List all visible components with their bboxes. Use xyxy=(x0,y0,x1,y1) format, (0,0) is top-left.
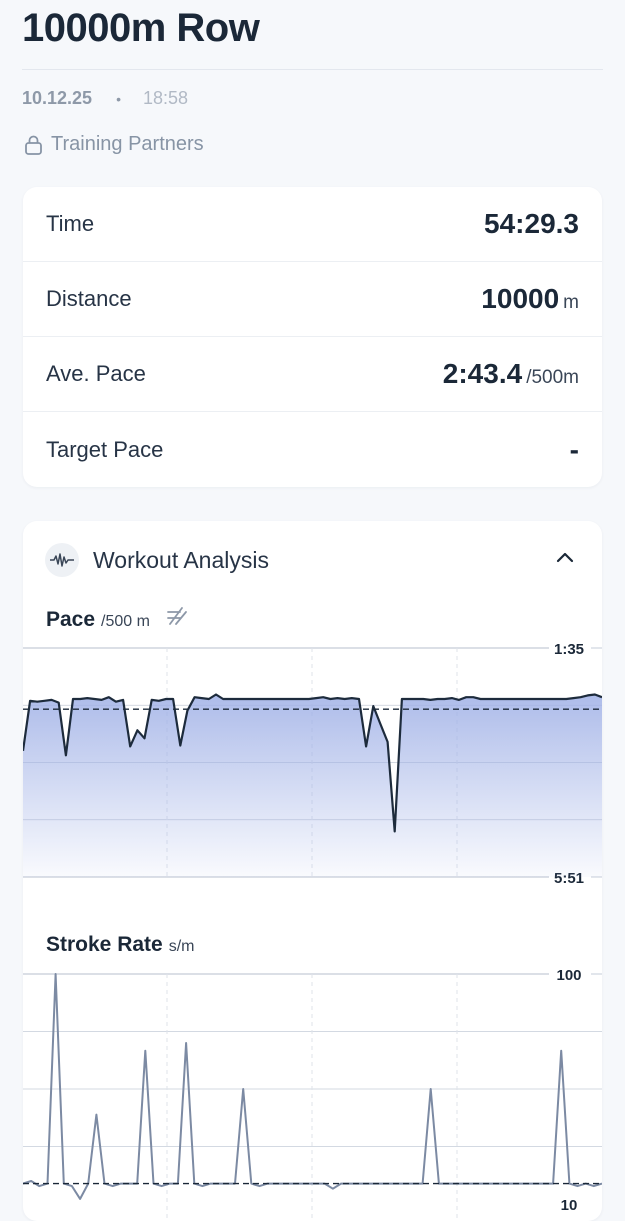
stat-label: Ave. Pace xyxy=(46,361,146,386)
stat-row-distance: Distance 10000 m xyxy=(23,262,602,337)
stat-label: Target Pace xyxy=(46,436,164,462)
stats-card: Time 54:29.3 Distance 10000 m Ave. Pace 2… xyxy=(23,187,602,487)
stat-row-target-pace: Target Pace - xyxy=(23,412,602,487)
pace-area xyxy=(23,694,602,877)
visibility-label: Training Partners xyxy=(51,133,204,155)
pace-unit: /500m xyxy=(526,367,579,388)
stroke-rate-title-text: Stroke Rate xyxy=(46,933,163,956)
chevron-up-icon[interactable] xyxy=(556,551,574,563)
lock-icon xyxy=(25,135,42,155)
stat-value: 2:43.4/500m xyxy=(443,358,579,390)
stat-value: - xyxy=(569,433,579,465)
workout-analysis-card: 1:35 5:51 100 10 Workout Analysis Pace /500… xyxy=(23,521,602,1221)
split-toggle-icon[interactable] xyxy=(166,606,188,626)
pace-title-text: Pace xyxy=(46,608,96,631)
analysis-title: Workout Analysis xyxy=(93,546,269,573)
pace-chart-title: Pace /500 m xyxy=(46,606,188,632)
stroke-rate-axis-top-label: 100 xyxy=(556,967,581,984)
distance-unit: m xyxy=(563,292,579,313)
pace-value: 2:43.4 xyxy=(442,358,523,389)
workout-time: 18:58 xyxy=(142,88,189,108)
stat-row-time: Time 54:29.3 xyxy=(23,187,602,262)
distance-value: 10000 xyxy=(481,283,560,314)
header-divider xyxy=(22,69,603,70)
waveform-icon xyxy=(45,543,79,577)
stat-row-pace: Ave. Pace 2:43.4/500m xyxy=(23,337,602,412)
time-value: 54:29.3 xyxy=(484,208,579,239)
analysis-header[interactable]: Workout Analysis xyxy=(45,543,269,577)
visibility-setting[interactable]: Training Partners xyxy=(24,133,204,156)
stroke-rate-chart-title: Stroke Rate s/m xyxy=(46,933,195,957)
meta-separator: • xyxy=(116,90,121,107)
workout-title: 10000m Row xyxy=(22,6,260,50)
stat-value: 10000 m xyxy=(481,283,579,315)
stroke-rate-unit-label: s/m xyxy=(168,938,195,955)
pace-axis-top-label: 1:35 xyxy=(554,641,584,658)
workout-date: 10.12.25 xyxy=(22,88,93,108)
stat-value: 54:29.3 xyxy=(484,208,579,240)
pace-unit-label: /500 m xyxy=(101,613,150,630)
stat-label: Time xyxy=(46,211,95,236)
workout-meta: 10.12.25 • 18:58 xyxy=(22,88,188,109)
pace-line xyxy=(23,693,602,833)
stat-label: Distance xyxy=(46,286,132,311)
